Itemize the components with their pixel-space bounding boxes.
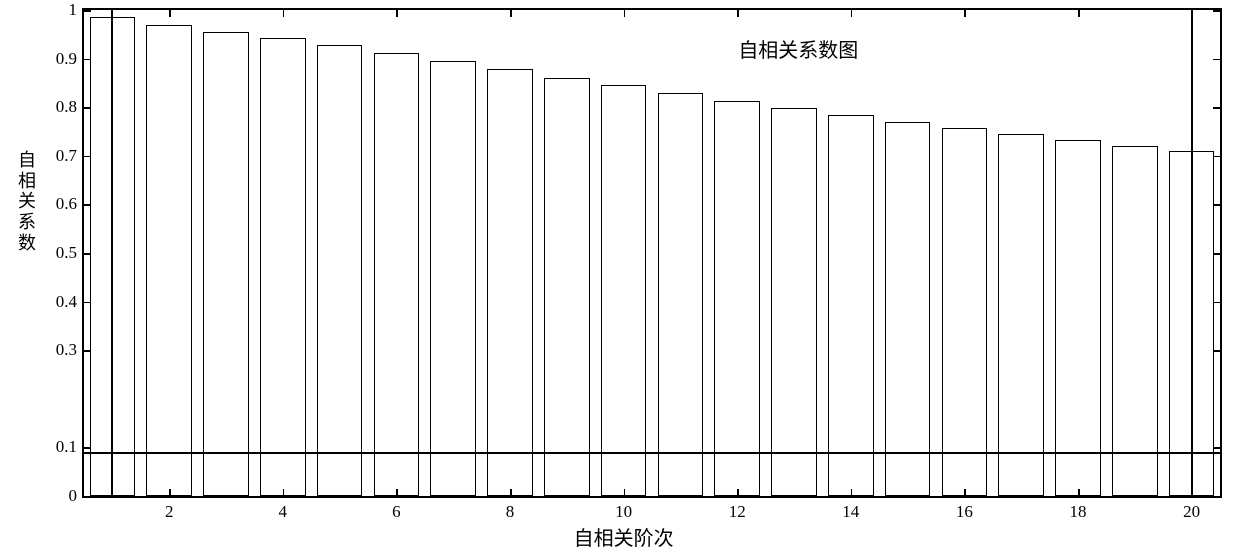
xtick [283, 10, 285, 17]
xtick [624, 489, 626, 496]
ytick-label: 0.1 [37, 437, 77, 457]
xtick [396, 489, 398, 496]
xtick-label: 18 [1070, 502, 1087, 522]
xtick-label: 2 [165, 502, 174, 522]
ytick-label: 0.8 [37, 97, 77, 117]
xtick [851, 489, 853, 496]
xtick-label: 8 [506, 502, 515, 522]
ytick-label: 0.7 [37, 146, 77, 166]
ytick [84, 59, 91, 61]
ytick [1213, 253, 1220, 255]
xtick-label: 6 [392, 502, 401, 522]
bar [714, 101, 759, 496]
bar [1055, 140, 1100, 496]
bar [658, 93, 703, 496]
bar [544, 78, 589, 496]
bar [146, 25, 191, 496]
ytick [1213, 10, 1220, 12]
ytick [84, 302, 91, 304]
ytick [1213, 447, 1220, 449]
reference-vline [111, 10, 113, 496]
plot-area: 自相关系数图 [82, 8, 1222, 498]
ytick [84, 253, 91, 255]
reference-hline [84, 452, 1220, 454]
ytick-label: 0.6 [37, 194, 77, 214]
chart-title: 自相关系数图 [738, 34, 858, 63]
bar [317, 45, 362, 496]
ytick [1213, 107, 1220, 109]
ytick [1213, 496, 1220, 498]
reference-vline [1191, 10, 1193, 496]
xtick-label: 10 [615, 502, 632, 522]
xtick [510, 489, 512, 496]
xtick [737, 489, 739, 496]
xtick [1192, 10, 1194, 17]
xtick [283, 489, 285, 496]
xtick [510, 10, 512, 17]
xtick [1078, 489, 1080, 496]
ytick [84, 447, 91, 449]
xtick-label: 16 [956, 502, 973, 522]
bar [601, 85, 646, 496]
ytick [84, 10, 91, 12]
ytick [84, 496, 91, 498]
xtick [169, 489, 171, 496]
ytick [1213, 302, 1220, 304]
ytick [1213, 204, 1220, 206]
xtick [1192, 489, 1194, 496]
ytick-label: 0.9 [37, 49, 77, 69]
bar [998, 134, 1043, 496]
ytick [84, 156, 91, 158]
ytick [1213, 59, 1220, 61]
xtick-label: 4 [279, 502, 288, 522]
ytick-label: 0.4 [37, 292, 77, 312]
xtick [964, 10, 966, 17]
ytick-label: 0.5 [37, 243, 77, 263]
xtick [851, 10, 853, 17]
ytick-label: 1 [37, 0, 77, 20]
bar [487, 69, 532, 496]
ytick-label: 0.3 [37, 340, 77, 360]
xtick-label: 20 [1183, 502, 1200, 522]
ytick [84, 107, 91, 109]
ytick-label: 0 [37, 486, 77, 506]
x-axis-label: 自相关阶次 [574, 522, 674, 551]
bar [1112, 146, 1157, 496]
bar [942, 128, 987, 496]
bar [885, 122, 930, 496]
bar [771, 108, 816, 496]
bar [203, 32, 248, 496]
xtick [169, 10, 171, 17]
y-axis-label: 自相关系数 [18, 150, 36, 253]
figure: 自相关系数 自相关系数图 自相关阶次 0 0.1 0.3 0.4 0.5 0.6 0.7 0.… [0, 0, 1239, 552]
xtick-label: 14 [842, 502, 859, 522]
xtick [396, 10, 398, 17]
xtick [737, 10, 739, 17]
ytick [1213, 156, 1220, 158]
bar [430, 61, 475, 496]
xtick-label: 12 [729, 502, 746, 522]
bar [374, 53, 419, 496]
ytick [1213, 350, 1220, 352]
bar [260, 38, 305, 496]
xtick [624, 10, 626, 17]
bar [828, 115, 873, 496]
ytick [84, 350, 91, 352]
xtick [1078, 10, 1080, 17]
ytick [84, 204, 91, 206]
xtick [964, 489, 966, 496]
